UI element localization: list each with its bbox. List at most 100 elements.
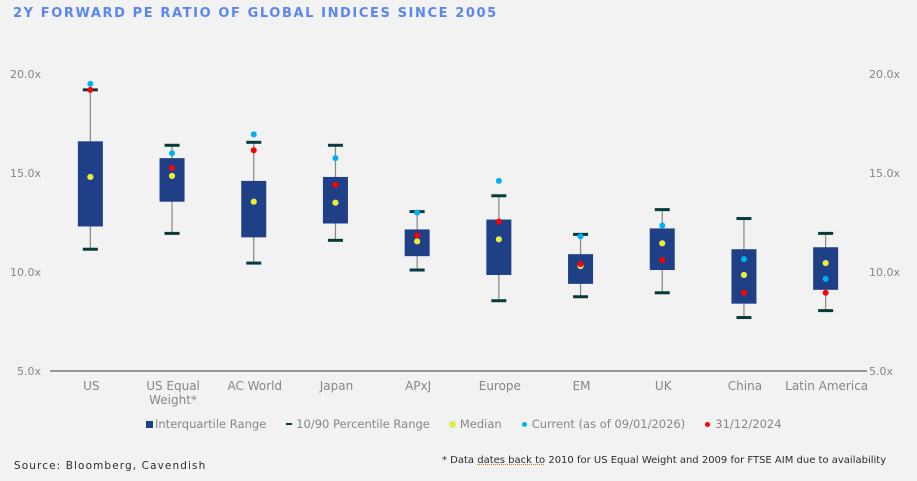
current-marker — [87, 80, 94, 87]
box-group — [77, 80, 103, 251]
legend-item-percentile: 10/90 Percentile Range — [286, 417, 430, 431]
legend-item-current: Current (as of 09/01/2026) — [521, 417, 686, 431]
current-marker — [414, 209, 421, 216]
whisker-cap-p10 — [409, 268, 425, 272]
box-group — [241, 131, 267, 265]
box-group — [649, 208, 675, 295]
whisker-cap-p10 — [818, 309, 834, 313]
median-marker — [168, 172, 176, 180]
legend-label-iqr: Interquartile Range — [155, 417, 267, 431]
whisker-cap-p10 — [491, 299, 507, 303]
x-category-label: UK — [655, 379, 673, 393]
y-tick-label-left: 10.0x — [10, 266, 41, 279]
x-category-label: Japan — [319, 379, 353, 393]
prior-marker — [250, 147, 257, 154]
box-group — [159, 143, 185, 235]
legend-swatch-median — [449, 421, 455, 427]
legend-swatch-percentile — [286, 423, 293, 425]
current-marker — [495, 177, 502, 184]
whisker-cap-p10 — [736, 316, 752, 320]
y-tick-label-right: 20.0x — [869, 68, 900, 81]
legend-item-prior: 31/12/2024 — [705, 417, 782, 431]
legend-swatch-prior — [705, 421, 711, 427]
source-note: Source: Bloomberg, Cavendish — [14, 460, 207, 472]
median-marker — [740, 271, 748, 279]
box-group — [731, 217, 757, 320]
legend-label-current: Current (as of 09/01/2026) — [531, 417, 686, 431]
y-tick-label-left: 20.0x — [10, 68, 41, 81]
whisker-cap-p10 — [246, 261, 262, 265]
legend-item-median: Median — [449, 417, 502, 431]
x-category-label: China — [728, 379, 762, 393]
legend-swatch-current — [521, 421, 527, 427]
footnote-prefix: * Data — [442, 455, 478, 466]
median-marker — [414, 238, 421, 245]
median-marker — [332, 199, 339, 206]
legend-label-median: Median — [459, 417, 502, 431]
median-marker — [250, 198, 257, 205]
x-category-label: EM — [573, 379, 591, 393]
legend-swatch-iqr — [146, 420, 153, 428]
prior-marker — [740, 289, 747, 296]
whisker-cap-p90 — [818, 231, 834, 235]
prior-marker — [659, 257, 666, 264]
box-group — [404, 209, 430, 272]
current-marker — [169, 150, 176, 157]
x-category-label: Weight* — [149, 393, 197, 407]
box-group — [322, 143, 348, 242]
x-category-label: Europe — [479, 379, 521, 393]
prior-marker — [495, 218, 502, 225]
x-category-label: APxJ — [405, 379, 431, 393]
x-category-label: AC World — [227, 379, 282, 393]
prior-marker — [332, 181, 339, 188]
legend-label-prior: 31/12/2024 — [715, 417, 782, 431]
whisker-cap-p90 — [246, 140, 262, 144]
iqr-box — [813, 247, 839, 290]
prior-marker — [822, 289, 829, 296]
whisker-cap-p10 — [82, 247, 98, 251]
whisker-cap-p90 — [327, 143, 343, 147]
footnote: * Data dates back to 2010 for US Equal W… — [442, 455, 886, 466]
y-tick-label-left: 5.0x — [17, 365, 41, 378]
whisker-cap-p90 — [164, 143, 180, 147]
x-category-label: US — [83, 379, 99, 393]
whisker-cap-p10 — [654, 291, 670, 295]
chart-title: 2Y FORWARD PE RATIO OF GLOBAL INDICES SI… — [13, 6, 498, 21]
footnote-suffix: 2010 for US Equal Weight and 2009 for FT… — [545, 455, 887, 466]
current-marker — [250, 131, 257, 138]
whisker-cap-p10 — [164, 231, 180, 235]
y-tick-label-left: 15.0x — [10, 167, 41, 180]
legend: Interquartile Range 10/90 Percentile Ran… — [146, 417, 802, 431]
median-marker — [495, 236, 502, 243]
legend-label-percentile: 10/90 Percentile Range — [296, 417, 430, 431]
median-marker — [822, 259, 829, 267]
whisker-cap-p10 — [327, 238, 343, 242]
footnote-underlined: dates back to — [477, 455, 546, 466]
x-category-label: US Equal — [146, 379, 200, 393]
whisker-cap-p90 — [654, 208, 670, 212]
current-marker — [577, 233, 584, 240]
current-marker — [822, 275, 829, 282]
box-group — [568, 232, 594, 299]
y-tick-label-right: 5.0x — [869, 365, 893, 378]
median-marker — [87, 173, 94, 181]
prior-marker — [577, 261, 584, 268]
box-group — [486, 177, 512, 303]
y-tick-label-right: 10.0x — [869, 266, 900, 279]
prior-marker — [169, 165, 176, 172]
whisker-cap-p90 — [736, 217, 752, 221]
y-tick-label-right: 15.0x — [869, 167, 900, 180]
prior-marker — [414, 232, 421, 239]
median-marker — [659, 240, 666, 247]
current-marker — [659, 222, 666, 229]
box-group — [813, 231, 839, 313]
prior-marker — [87, 86, 94, 93]
whisker-cap-p10 — [573, 295, 589, 299]
iqr-box — [486, 219, 512, 275]
current-marker — [332, 155, 339, 162]
current-marker — [740, 256, 747, 263]
iqr-box — [159, 158, 185, 202]
whisker-cap-p90 — [491, 194, 507, 198]
legend-item-iqr: Interquartile Range — [146, 417, 266, 431]
